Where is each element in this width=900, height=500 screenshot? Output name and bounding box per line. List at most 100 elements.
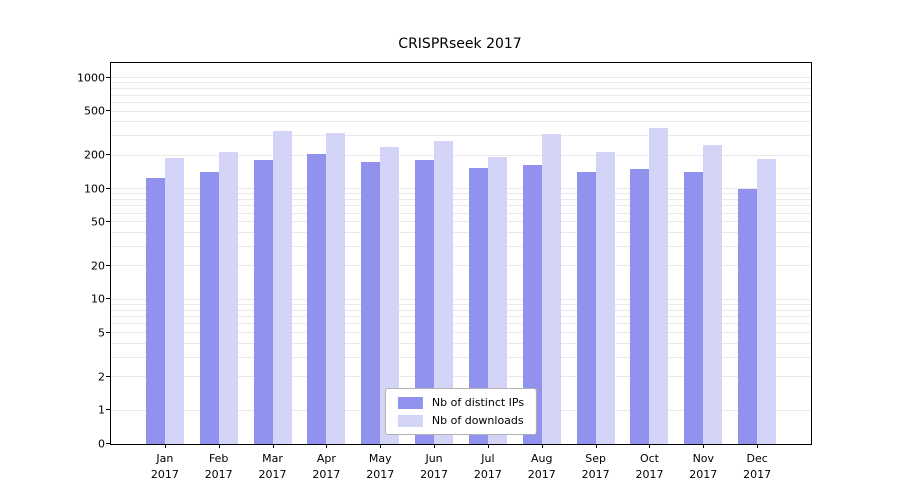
x-axis-label-line: 2017 [635, 468, 664, 481]
x-axis-label-line: 2017 [366, 468, 395, 481]
y-tick [106, 375, 110, 377]
y-tick-label: 10 [91, 292, 105, 306]
y-tick [106, 264, 110, 266]
bar-distinct-ips [199, 172, 219, 444]
gridline [111, 88, 811, 90]
y-tick-label: 1000 [77, 71, 105, 85]
y-tick [106, 443, 110, 444]
gridline [111, 193, 811, 195]
x-tick [703, 444, 705, 448]
gridline [111, 101, 811, 103]
legend-swatch-distinct-ips [397, 396, 423, 409]
bar-downloads [272, 131, 292, 444]
x-axis-label-line: 2017 [473, 468, 502, 481]
bar-downloads [541, 134, 561, 444]
x-axis-label: Mar 2017 [259, 451, 287, 483]
x-tick [541, 444, 543, 448]
legend-label-downloads: Nb of downloads [431, 414, 524, 427]
legend: Nb of distinct IPs Nb of downloads [384, 388, 538, 435]
gridline [111, 77, 811, 79]
gridline [111, 298, 811, 300]
bar-distinct-ips [738, 188, 758, 444]
gridline [111, 332, 811, 334]
bar-downloads [649, 128, 669, 444]
x-tick [649, 444, 651, 448]
bar-downloads [595, 151, 615, 444]
bar-distinct-ips [630, 169, 650, 444]
x-tick [595, 444, 597, 448]
gridline [111, 135, 811, 137]
bar-downloads [326, 132, 346, 444]
x-axis-label-line: 2017 [689, 468, 718, 481]
x-axis-label: Sep 2017 [582, 451, 610, 483]
x-axis-label-line: Apr [316, 452, 336, 465]
x-axis-label-line: 2017 [420, 468, 449, 481]
x-axis-label-line: Nov [692, 452, 715, 465]
x-axis-label: Aug 2017 [528, 451, 556, 483]
y-tick [106, 331, 110, 333]
bar-distinct-ips [522, 164, 542, 444]
gridline [111, 94, 811, 96]
gridline [111, 198, 811, 200]
y-tick [106, 220, 110, 222]
x-tick [326, 444, 328, 448]
gridline [111, 356, 811, 358]
x-tick [380, 444, 382, 448]
bar-downloads [218, 151, 238, 444]
gridline [111, 303, 811, 305]
bar-distinct-ips [145, 177, 165, 444]
y-tick [106, 409, 110, 410]
bar-distinct-ips [415, 160, 435, 444]
x-tick [164, 444, 166, 448]
legend-item-distinct-ips: Nb of distinct IPs [397, 396, 525, 409]
x-axis-label-line: 2017 [150, 468, 179, 481]
x-axis-label: Nov 2017 [689, 451, 717, 483]
y-tick-label: 5 [98, 326, 105, 340]
bar-downloads [380, 146, 400, 444]
x-tick [757, 444, 759, 448]
x-axis-label-line: Mar [262, 452, 283, 465]
bar-downloads [757, 159, 777, 444]
y-tick-label: 500 [84, 104, 105, 118]
gridline [111, 342, 811, 344]
gridline [111, 309, 811, 311]
bar-distinct-ips [684, 172, 704, 444]
bar-downloads [164, 157, 184, 444]
x-tick [434, 444, 436, 448]
x-axis-label-line: Oct [639, 452, 659, 465]
gridline [111, 205, 811, 207]
y-tick [106, 187, 110, 189]
x-tick [272, 444, 274, 448]
bar-distinct-ips [576, 172, 596, 444]
plot-area: Nb of distinct IPs Nb of downloads 0 1 2 5 1… [77, 62, 812, 481]
x-tick [487, 444, 489, 448]
bar-downloads [487, 156, 507, 444]
legend-swatch-downloads [397, 414, 423, 427]
gridline [111, 221, 811, 223]
legend-item-downloads: Nb of downloads [397, 414, 524, 427]
legend-label-distinct-ips: Nb of distinct IPs [431, 396, 525, 409]
bar-distinct-ips [468, 167, 488, 444]
y-tick [106, 76, 110, 78]
y-tick-label: 2 [98, 370, 105, 384]
x-axis-label: Jun 2017 [420, 451, 448, 483]
x-axis-label-line: Aug [531, 452, 553, 465]
gridline [111, 212, 811, 214]
x-axis-label-line: Dec [746, 452, 768, 465]
x-axis-label-line: Sep [585, 452, 606, 465]
x-axis-label-line: 2017 [204, 468, 233, 481]
x-axis-label-line: Feb [208, 452, 229, 465]
x-axis-label-line: 2017 [527, 468, 556, 481]
x-axis-label: May 2017 [366, 451, 394, 483]
gridline [111, 110, 811, 112]
y-tick-label: 20 [91, 259, 105, 273]
x-axis-label: Jan 2017 [151, 451, 179, 483]
x-axis-label-line: 2017 [581, 468, 610, 481]
x-axis-label-line: Jun [425, 452, 443, 465]
bar-downloads [703, 144, 723, 444]
gridline [111, 232, 811, 234]
x-axis-label-line: 2017 [743, 468, 772, 481]
gridline [111, 82, 811, 84]
gridline [111, 121, 811, 123]
x-tick [218, 444, 220, 448]
